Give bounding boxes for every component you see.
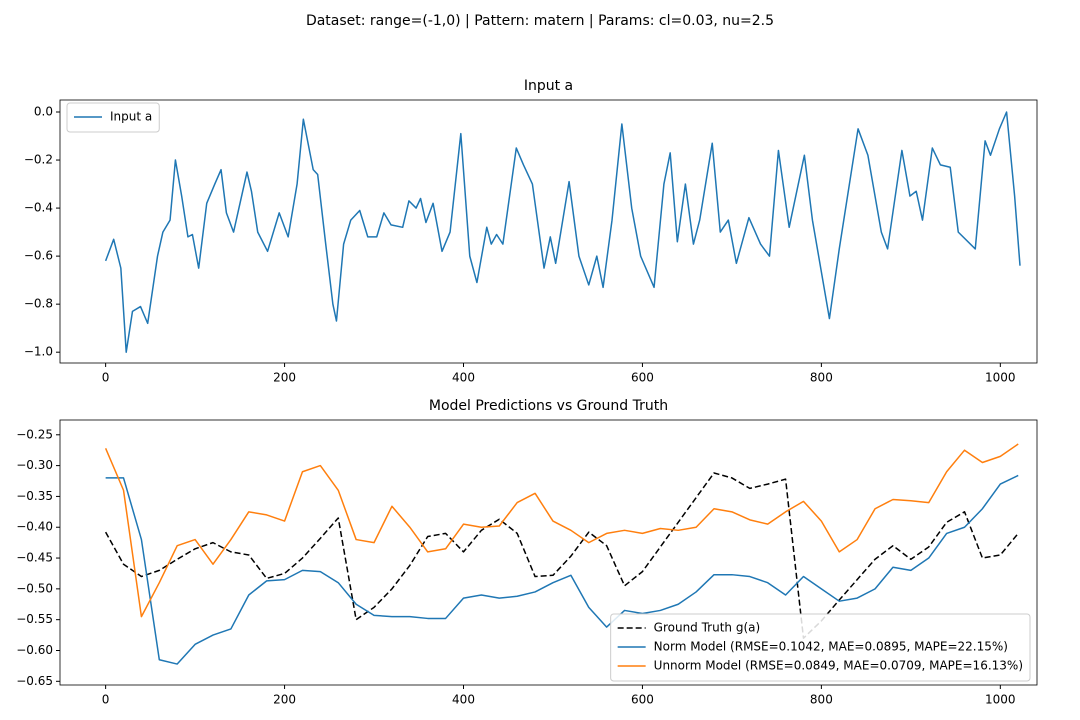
- series-line: [104, 111, 1021, 353]
- axes-title: Input a: [524, 78, 573, 94]
- x-tick-label: 0: [102, 693, 110, 707]
- x-tick-label: 200: [273, 371, 296, 385]
- x-tick-label: 0: [102, 371, 110, 385]
- legend-label: Input a: [110, 110, 152, 124]
- y-tick-label: −0.6: [24, 249, 53, 263]
- legend-label: Ground Truth g(a): [654, 621, 761, 635]
- x-tick-label: 600: [631, 371, 654, 385]
- x-tick-label: 200: [273, 693, 296, 707]
- x-tick-label: 400: [452, 371, 475, 385]
- series-line: [104, 472, 1019, 639]
- y-tick-label: −0.4: [24, 201, 53, 215]
- y-tick-label: −0.50: [16, 581, 53, 595]
- x-tick-label: 600: [631, 693, 654, 707]
- y-tick-label: −0.25: [16, 427, 53, 441]
- axes-frame: [59, 99, 1038, 364]
- series-line: [104, 443, 1019, 618]
- legend-label: Norm Model (RMSE=0.1042, MAE=0.0895, MAP…: [654, 640, 1008, 654]
- figure-title: Dataset: range=(-1,0) | Pattern: matern …: [306, 13, 774, 29]
- y-tick-label: −0.8: [24, 297, 53, 311]
- x-tick-label: 400: [452, 693, 475, 707]
- y-tick-label: −0.45: [16, 551, 53, 565]
- legend-frame: [66, 102, 160, 133]
- y-tick-label: 0.0: [34, 105, 53, 119]
- series-line: [105, 474, 1019, 665]
- y-tick-label: −0.35: [16, 489, 53, 503]
- y-tick-label: −1.0: [24, 345, 53, 359]
- axes-frame: [59, 419, 1038, 686]
- x-tick-label: 800: [810, 693, 833, 707]
- legend-frame: [610, 613, 1031, 682]
- y-tick-label: −0.65: [16, 674, 53, 688]
- legend: Input a: [66, 102, 160, 133]
- legend: Ground Truth g(a) Norm Model (RMSE=0.1042…: [610, 613, 1031, 682]
- x-tick-label: 1000: [985, 693, 1016, 707]
- x-tick-label: 1000: [985, 371, 1016, 385]
- y-tick-label: −0.55: [16, 612, 53, 626]
- y-tick-label: −0.2: [24, 153, 53, 167]
- x-tick-label: 800: [810, 371, 833, 385]
- axes-title: Model Predictions vs Ground Truth: [429, 398, 668, 414]
- legend-label: Unnorm Model (RMSE=0.0849, MAE=0.0709, M…: [654, 659, 1023, 673]
- y-tick-label: −0.60: [16, 643, 53, 657]
- y-tick-label: −0.30: [16, 458, 53, 472]
- y-tick-label: −0.40: [16, 520, 53, 534]
